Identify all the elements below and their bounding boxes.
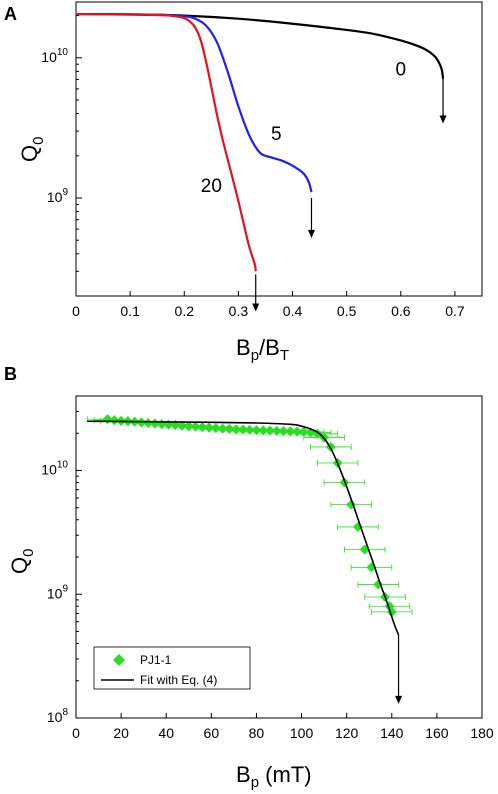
- panel-a-x-tick-label: 0.2: [175, 303, 195, 319]
- data-point: [298, 426, 309, 437]
- panel-a-ticks: 0 0.1 0.2 0.3 0.4 0.5 0.6 0.7 1010 109: [41, 15, 465, 319]
- legend-marker-diamond: [113, 654, 125, 666]
- panel-a-x-tick-label: 0: [72, 303, 80, 319]
- panel-b-x-tick-label: 100: [290, 725, 314, 741]
- panel-b-x-tick-label: 120: [335, 725, 359, 741]
- panel-a-series: [75, 12, 445, 272]
- curve-label-0: 0: [396, 59, 407, 80]
- legend-box: [93, 646, 251, 690]
- panel-a-letter: A: [4, 4, 17, 24]
- panel-a-arrow-0-head: [439, 115, 447, 124]
- panel-b-arrow: [395, 634, 403, 704]
- panel-b-x-tick-label: 140: [380, 725, 404, 741]
- panel-a-y-tick-label: 1010: [41, 47, 68, 65]
- panel-b-y-tick-label: 1010: [41, 460, 68, 478]
- panel-a-curve-labels: 0 5 20: [201, 59, 406, 197]
- panel-a-x-tick-label: 0.1: [120, 303, 140, 319]
- series-line-0: [75, 12, 445, 79]
- panel-a-plot-frame: [75, 1, 483, 297]
- panel-a-x-tick-label: 0.4: [283, 303, 303, 319]
- panel-b-arrow-head: [395, 695, 403, 704]
- panel-a-y-axis-title: Q0: [17, 137, 47, 162]
- panel-a-y-tick-label: 109: [47, 187, 69, 205]
- panel-a-x-axis-title: Bp/BT: [236, 335, 289, 364]
- series-line-5: [75, 12, 313, 193]
- legend-label-fit: Fit with Eq. (4): [140, 673, 217, 687]
- panel-a-x-tick-label: 0.3: [229, 303, 249, 319]
- panel-b-x-axis-title: Bp (mT): [236, 762, 312, 791]
- panel-a-x-tick-label: 0.6: [391, 303, 411, 319]
- panel-b-data-points: [86, 414, 413, 617]
- panel-b-fit-curve: [87, 420, 400, 636]
- panel-a-x-tick-label: 0.7: [445, 303, 465, 319]
- legend-label-pj1-1: PJ1-1: [140, 653, 172, 667]
- panel-b-letter: B: [4, 364, 17, 384]
- curve-label-20: 20: [201, 176, 222, 197]
- panel-b-x-tick-label: 40: [158, 725, 174, 741]
- panel-b: B 0 20 40 60 80 100 120 140 160 180 1010 109 108 PJ1…: [4, 364, 494, 791]
- panel-b-x-tick-label: 60: [204, 725, 220, 741]
- panel-b-x-tick-label: 160: [425, 725, 449, 741]
- panel-b-x-tick-label: 80: [249, 725, 265, 741]
- panel-a-arrow-1-head: [307, 229, 315, 238]
- series-line-20: [75, 12, 257, 272]
- panel-a-arrow-2-head: [252, 303, 260, 312]
- fit-line: [87, 420, 400, 636]
- panel-b-x-tick-label: 0: [72, 725, 80, 741]
- curve-label-5: 5: [271, 124, 282, 145]
- panel-b-x-tick-label: 20: [113, 725, 129, 741]
- panel-a-arrows: [252, 78, 447, 312]
- panel-b-legend: PJ1-1 Fit with Eq. (4): [93, 646, 251, 690]
- panel-b-y-tick-label: 108: [47, 707, 69, 725]
- panel-b-x-tick-label: 180: [470, 725, 494, 741]
- panel-a: A 0 0.1 0.2 0.3 0.4 0.5 0.6 0.7 1010 109 0 5 20 Bp/…: [4, 1, 483, 364]
- panel-b-ticks: 0 20 40 60 80 100 120 140 160 180 1010 109 108: [41, 395, 494, 741]
- panel-b-y-tick-label: 109: [47, 583, 69, 601]
- panel-b-y-axis-title: Q0: [7, 549, 37, 574]
- panel-a-x-tick-label: 0.5: [337, 303, 357, 319]
